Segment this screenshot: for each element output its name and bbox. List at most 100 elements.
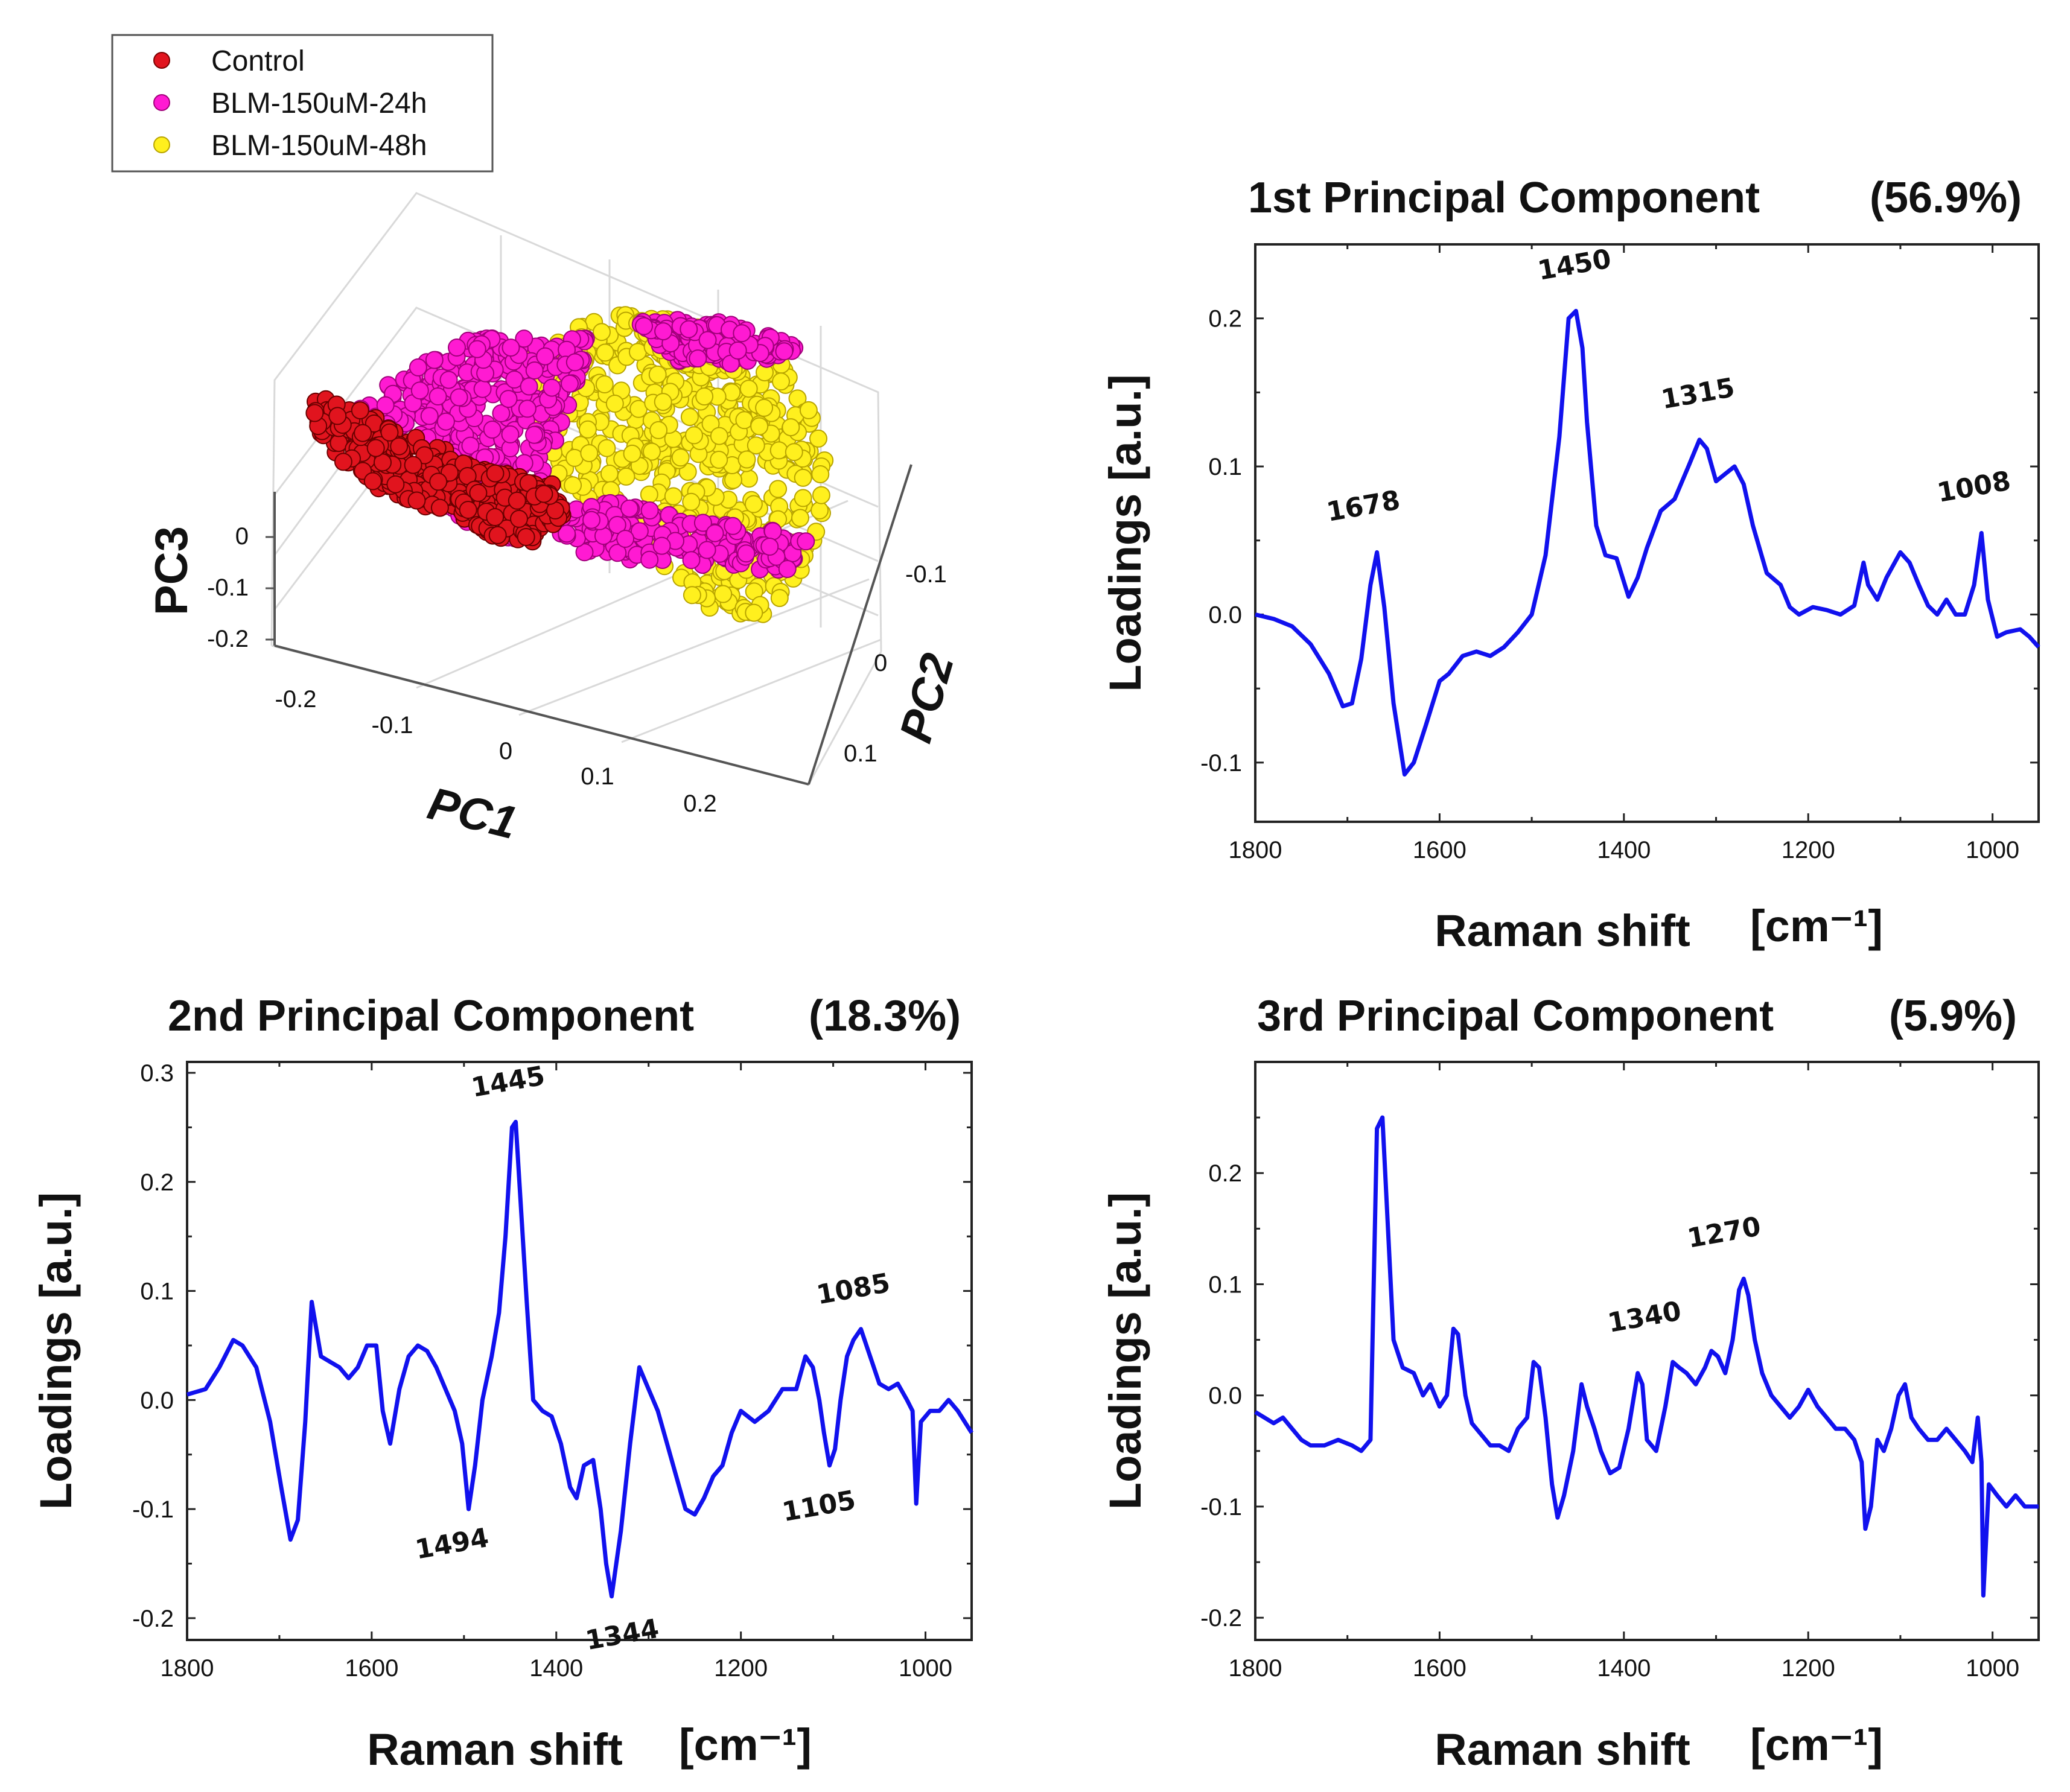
scatter-point-blm24	[425, 351, 444, 369]
scatter-point-blm24	[630, 522, 649, 541]
scatter-point-blm24	[558, 524, 576, 543]
scatter-point-blm24	[543, 378, 561, 397]
scatter-point-blm24	[436, 412, 455, 431]
scatter-point-blm24	[620, 499, 639, 518]
scatter-point-blm48	[683, 586, 701, 605]
scatter-point-blm48	[794, 489, 812, 507]
scatter-point-blm48	[791, 509, 809, 527]
scatter-point-blm48	[740, 469, 758, 488]
scatter-point-control	[510, 509, 528, 528]
scatter-point-control	[404, 456, 422, 474]
scatter-point-blm48	[770, 589, 789, 608]
scatter-point-control	[351, 401, 369, 420]
scatter-point-blm24	[525, 361, 544, 380]
grid-line	[621, 638, 882, 743]
scatter-point-blm24	[468, 340, 486, 358]
scatter-point-blm24	[652, 536, 671, 555]
pc1-ticks: -0.2 -0.1 0 0.1 0.2	[275, 686, 717, 817]
scatter-point-blm48	[750, 417, 769, 436]
scatter-point-blm24	[737, 544, 756, 563]
x-tick-label: 1200	[1782, 837, 1835, 863]
scatter-point-blm48	[782, 418, 800, 437]
x-tick-label: 1800	[1229, 837, 1282, 863]
scatter-point-blm48	[623, 444, 642, 463]
scatter-point-blm24	[483, 421, 502, 439]
scatter-point-blm24	[608, 516, 626, 534]
scatter-point-blm48	[695, 387, 714, 406]
scatter-point-blm24	[797, 532, 815, 551]
plot-frame	[186, 1061, 973, 1641]
scatter-point-blm48	[597, 439, 616, 457]
scatter-point-blm48	[664, 487, 683, 506]
scatter-point-control	[488, 526, 507, 544]
pc1-tick-label: 0.2	[683, 790, 717, 817]
scatter-point-control	[380, 423, 399, 442]
scatter-point-control	[486, 464, 505, 483]
legend-marker-blm24	[153, 94, 170, 111]
scatter-point-blm24	[728, 341, 747, 360]
panel-title: 3rd Principal Component	[1257, 992, 1774, 1040]
pca-3d-scatter: Control BLM-150uM-24h BLM-150uM-48h	[111, 34, 964, 849]
x-tick-label: 1400	[529, 1655, 583, 1682]
scatter-point-control	[517, 528, 535, 546]
panel-variance-percent: (5.9%)	[1889, 992, 2017, 1040]
scatter-point-blm24	[439, 370, 458, 389]
loading-line	[186, 1119, 973, 1599]
scatter-point-blm48	[595, 375, 614, 393]
legend-marker-blm48	[153, 136, 170, 153]
pc3-tick-label: -0.1	[207, 574, 249, 601]
scatter-point-blm48	[747, 436, 765, 455]
scatter-point-blm48	[812, 486, 830, 504]
scatter-point-blm24	[689, 349, 707, 368]
scatter-point-blm24	[654, 322, 673, 341]
scatter-point-blm48	[671, 448, 690, 467]
scatter-point-blm48	[654, 393, 672, 411]
scatter-point-blm48	[755, 398, 774, 417]
scatter-point-blm48	[799, 401, 818, 419]
scatter-point-blm24	[640, 501, 659, 519]
scatter-point-blm24	[409, 358, 427, 377]
scatter-point-blm48	[643, 442, 661, 461]
y-tick-label: -0.1	[1200, 1494, 1242, 1520]
scatter-point-blm24	[760, 538, 779, 556]
grid-line	[518, 578, 870, 716]
legend-label-control: Control	[211, 45, 305, 77]
scatter-point-blm24	[680, 320, 698, 338]
scatter-point-blm24	[698, 541, 716, 559]
scatter-point-blm48	[769, 480, 788, 498]
y-tick-label: 0.2	[140, 1169, 174, 1196]
scatter-point-blm24	[502, 338, 520, 357]
scatter-point-blm24	[450, 388, 468, 407]
scatter-point-blm48	[685, 426, 703, 445]
scatter-point-blm48	[785, 443, 803, 462]
scatter-point-control	[508, 491, 526, 510]
x-tick-label: 1000	[1966, 837, 2019, 863]
x-axis-label: Raman shift	[1435, 1724, 1690, 1775]
scatter-point-blm24	[698, 331, 717, 349]
x-tick-label: 1000	[899, 1655, 952, 1682]
x-tick-label: 1200	[1782, 1655, 1835, 1682]
y-tick-label: -0.2	[132, 1606, 174, 1632]
scatter-point-blm48	[564, 476, 582, 495]
y-tick-label: 0.2	[1208, 306, 1242, 332]
pc3-loadings-panel: 1800 1600 1400 1200 1000 -0.2 -0.1 0.0 0.1 0.2 134…	[1100, 992, 2040, 1775]
panel-title: 2nd Principal Component	[168, 992, 694, 1040]
y-tick-label: 0.3	[140, 1060, 174, 1087]
x-tick-label: 1400	[1597, 1655, 1651, 1682]
y-tick-label: 0.1	[1208, 454, 1242, 480]
scatter-point-blm24	[705, 524, 724, 542]
peak-label: 1344	[583, 1613, 661, 1656]
scatter-point-blm24	[473, 380, 492, 398]
panel-variance-percent: (56.9%)	[1870, 174, 2022, 222]
peak-label: 1678	[1324, 485, 1402, 527]
x-axis-unit: [cm⁻¹]	[1750, 1720, 1883, 1770]
peak-label: 1315	[1659, 372, 1737, 415]
x-tick-label: 1000	[1966, 1655, 2019, 1682]
y-tick-label: 0.1	[140, 1279, 174, 1305]
plot-frame	[1254, 243, 2040, 823]
scatter-point-blm48	[745, 603, 763, 622]
x-tick-label: 1800	[161, 1655, 214, 1682]
x-axis-unit: [cm⁻¹]	[1750, 901, 1883, 951]
y-axis-label: Loadings [a.u.]	[1100, 1192, 1150, 1510]
